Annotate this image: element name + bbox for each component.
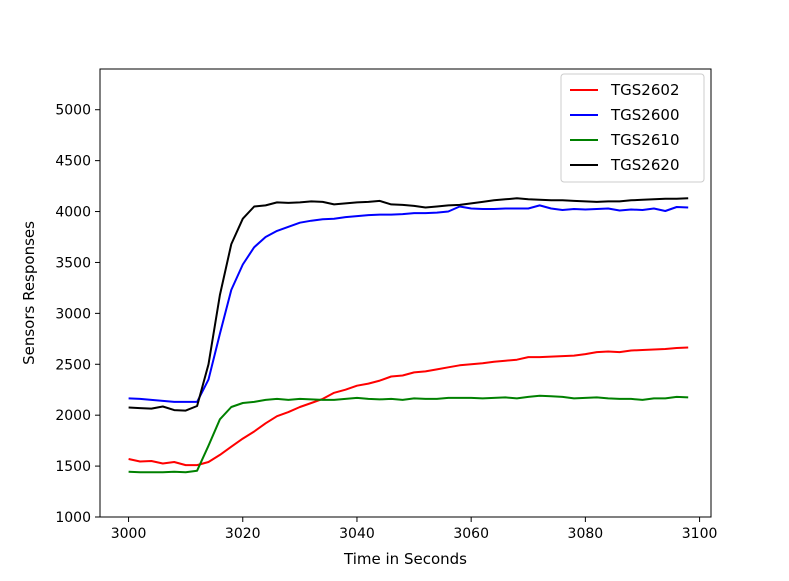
legend-label: TGS2600 <box>610 106 679 124</box>
y-tick-label: 1000 <box>55 510 91 526</box>
legend: TGS2602 TGS2600 TGS2610 TGS2620 <box>560 73 705 183</box>
x-tick-label: 3040 <box>339 526 375 542</box>
y-tick-label: 2000 <box>55 408 91 424</box>
legend-label: TGS2602 <box>610 81 679 99</box>
x-tick-label: 3100 <box>682 526 718 542</box>
plot-area-frame <box>99 68 712 518</box>
series-line-tgs2602 <box>128 346 689 467</box>
series-lines <box>128 197 689 474</box>
x-tick-label: 3000 <box>111 526 147 542</box>
legend-label: TGS2620 <box>610 156 679 174</box>
y-tick-label: 3000 <box>55 306 91 322</box>
legend-label: TGS2610 <box>610 131 679 149</box>
x-tick-label: 3060 <box>453 526 489 542</box>
y-tick-label: 5000 <box>55 103 91 119</box>
x-tick-label: 3020 <box>225 526 261 542</box>
x-tick-label: 3080 <box>568 526 604 542</box>
y-tick-label: 1500 <box>55 459 91 475</box>
x-axis-label: Time in Seconds <box>343 550 467 568</box>
y-tick-label: 3500 <box>55 255 91 271</box>
y-tick-label: 4500 <box>55 154 91 170</box>
y-tick-label: 4000 <box>55 205 91 221</box>
y-axis: 1000 1500 2000 2500 3000 3500 4000 4500 5000 <box>55 103 100 526</box>
series-line-tgs2610 <box>128 394 689 474</box>
x-axis: 3000 3020 3040 3060 3080 3100 <box>111 517 718 542</box>
y-axis-label: Sensors Responses <box>20 221 38 365</box>
legend-box <box>560 73 705 183</box>
series-line-tgs2600 <box>128 204 689 403</box>
y-tick-label: 2500 <box>55 357 91 373</box>
series-line-tgs2620 <box>128 197 689 412</box>
